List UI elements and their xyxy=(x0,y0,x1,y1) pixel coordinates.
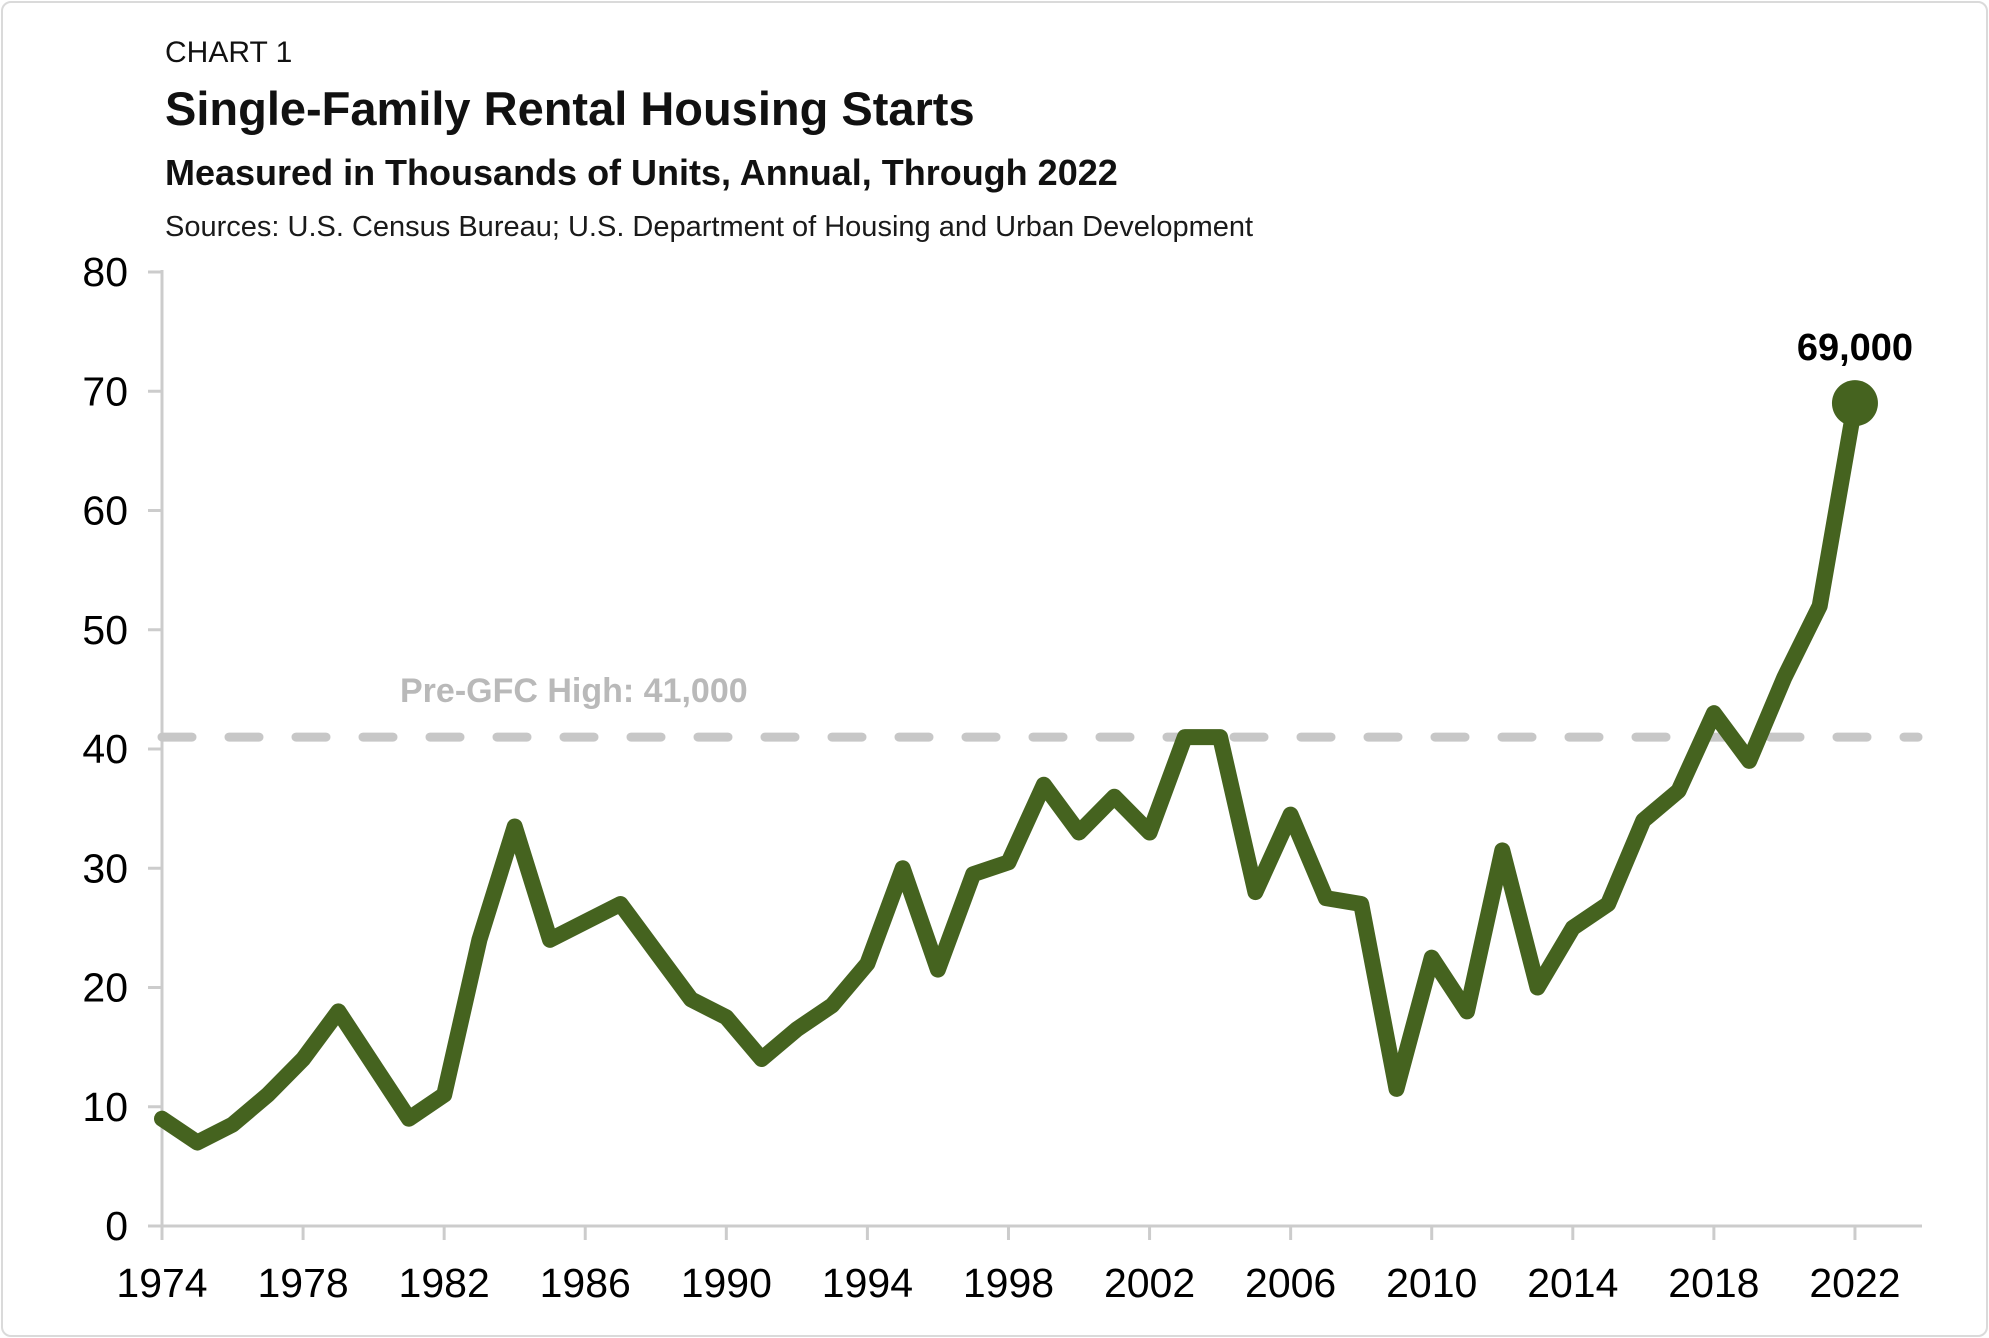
chart-subtitle: Measured in Thousands of Units, Annual, … xyxy=(165,152,1118,193)
y-axis-tick-label: 10 xyxy=(82,1084,128,1130)
end-point-label: 69,000 xyxy=(1797,327,1913,369)
data-point-marker xyxy=(1831,380,1878,427)
x-axis-tick-label: 2014 xyxy=(1527,1260,1618,1306)
x-axis-tick-label: 1974 xyxy=(116,1260,207,1306)
x-axis-tick-label: 2010 xyxy=(1386,1260,1477,1306)
chart-title: Single-Family Rental Housing Starts xyxy=(165,82,975,135)
y-axis-tick-label: 70 xyxy=(82,368,128,414)
x-axis-tick-label: 1998 xyxy=(963,1260,1054,1306)
threshold-label: Pre-GFC High: 41,000 xyxy=(400,672,748,710)
y-axis-tick-label: 20 xyxy=(82,965,128,1011)
x-axis-tick-label: 1994 xyxy=(822,1260,913,1306)
y-axis-tick-label: 40 xyxy=(82,726,128,772)
y-axis-tick-label: 60 xyxy=(82,488,128,534)
x-axis-tick-label: 1990 xyxy=(681,1260,772,1306)
y-axis-tick-label: 50 xyxy=(82,607,128,653)
x-axis-tick-label: 2018 xyxy=(1668,1260,1759,1306)
x-axis-tick-label: 1978 xyxy=(257,1260,348,1306)
plot-area: 0 10 20 30 40 50 60 70 80 1974 1978 1982 1986 1990 199… xyxy=(82,249,1923,1306)
data-line xyxy=(154,395,1863,1151)
chart-kicker: CHART 1 xyxy=(165,36,292,69)
y-axis-tick-label: 80 xyxy=(82,249,128,295)
x-axis-tick-label: 1982 xyxy=(399,1260,490,1306)
x-axis-tick-label: 2006 xyxy=(1245,1260,1336,1306)
y-axis-tick-label: 0 xyxy=(105,1203,128,1249)
chart-sources: Sources: U.S. Census Bureau; U.S. Depart… xyxy=(165,211,1253,243)
x-axis-tick-label: 2022 xyxy=(1809,1260,1900,1306)
y-axis-tick-label: 30 xyxy=(82,845,128,891)
x-axis-tick-label: 1986 xyxy=(540,1260,631,1306)
x-axis-tick-label: 2002 xyxy=(1104,1260,1195,1306)
